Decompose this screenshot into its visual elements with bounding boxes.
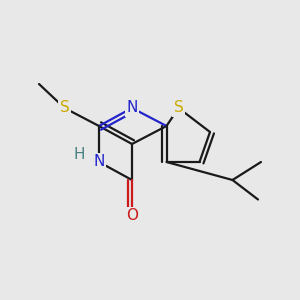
Text: O: O bbox=[126, 208, 138, 224]
Text: N: N bbox=[126, 100, 138, 116]
Text: S: S bbox=[60, 100, 69, 116]
Text: H: H bbox=[74, 147, 85, 162]
Text: N: N bbox=[93, 154, 105, 169]
Text: S: S bbox=[174, 100, 183, 116]
